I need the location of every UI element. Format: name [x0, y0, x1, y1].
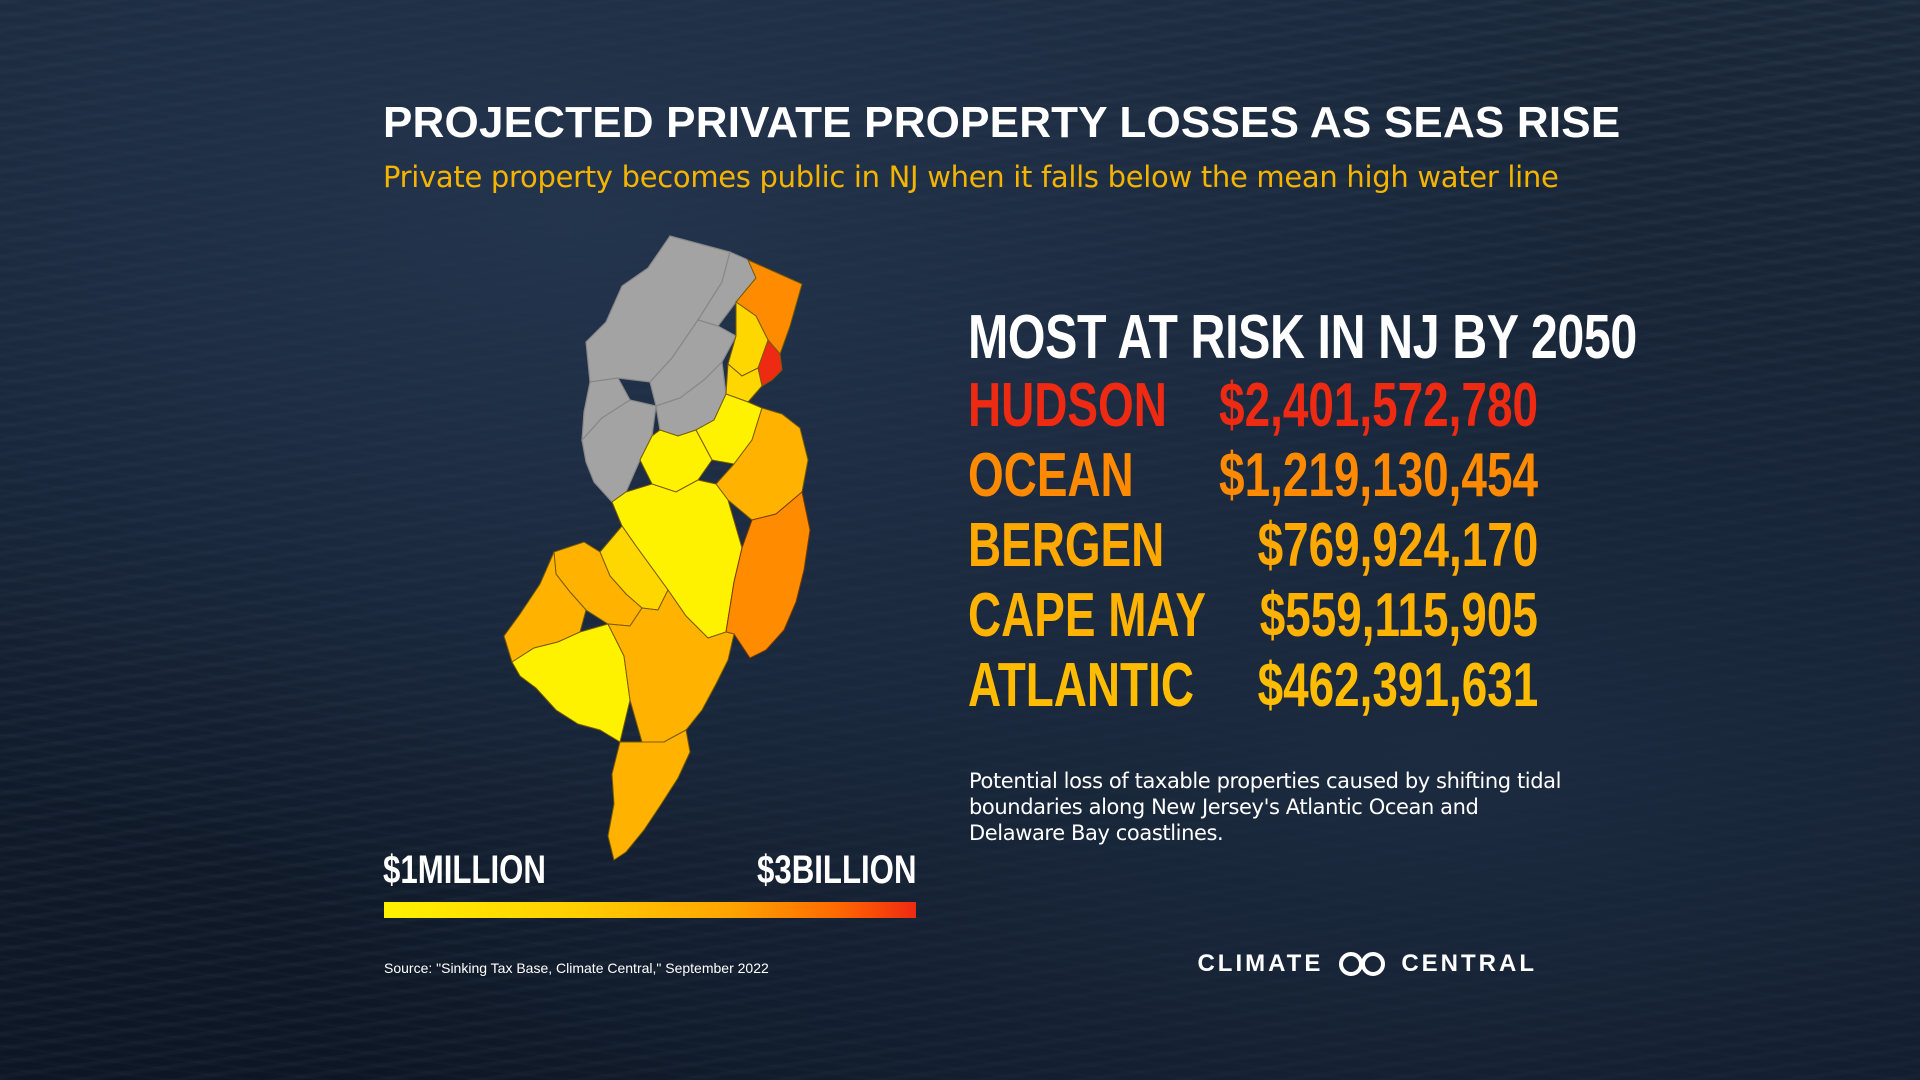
risk-county-name: ATLANTIC [968, 651, 1194, 720]
logo-text-left: CLIMATE [1197, 950, 1324, 977]
risk-county-value: $2,401,572,780 [1219, 371, 1538, 440]
risk-county-name: BERGEN [968, 511, 1165, 580]
risk-county-value: $1,219,130,454 [1219, 441, 1538, 510]
county-salem [503, 551, 587, 663]
page-title: PROJECTED PRIVATE PROPERTY LOSSES AS SEA… [383, 98, 1621, 147]
county-ocean [725, 491, 811, 659]
legend-min-label: $1MILLION [383, 848, 546, 892]
county-atlantic [607, 589, 735, 743]
risk-row: ATLANTIC $462,391,631 [968, 650, 1538, 720]
risk-row: BERGEN $769,924,170 [968, 510, 1538, 580]
risk-heading: MOST AT RISK IN NJ BY 2050 [968, 303, 1637, 372]
risk-county-value: $559,115,905 [1259, 581, 1538, 650]
county-cape-may [607, 729, 691, 861]
page-subtitle: Private property becomes public in NJ wh… [383, 160, 1559, 194]
county-cumberland [511, 623, 631, 743]
logo-text-right: CENTRAL [1401, 950, 1537, 977]
risk-row: OCEAN $1,219,130,454 [968, 440, 1538, 510]
legend-max-label: $3BILLION [756, 848, 916, 892]
infinity-icon [1339, 952, 1386, 976]
risk-county-value: $769,924,170 [1257, 511, 1538, 580]
source-citation: Source: "Sinking Tax Base, Climate Centr… [384, 960, 769, 976]
risk-county-name: HUDSON [968, 371, 1167, 440]
nj-county-map [503, 235, 811, 861]
description-text: Potential loss of taxable properties cau… [969, 769, 1562, 845]
risk-county-value: $462,391,631 [1257, 651, 1538, 720]
climate-central-logo: CLIMATE CENTRAL [1197, 950, 1537, 978]
risk-row: HUDSON $2,401,572,780 [968, 370, 1538, 440]
risk-county-name: OCEAN [968, 441, 1134, 510]
risk-row: CAPE MAY $559,115,905 [968, 580, 1538, 650]
risk-list: HUDSON $2,401,572,780 OCEAN $1,219,130,4… [968, 370, 1538, 720]
legend-gradient-bar [384, 902, 916, 918]
risk-county-name: CAPE MAY [968, 581, 1206, 650]
